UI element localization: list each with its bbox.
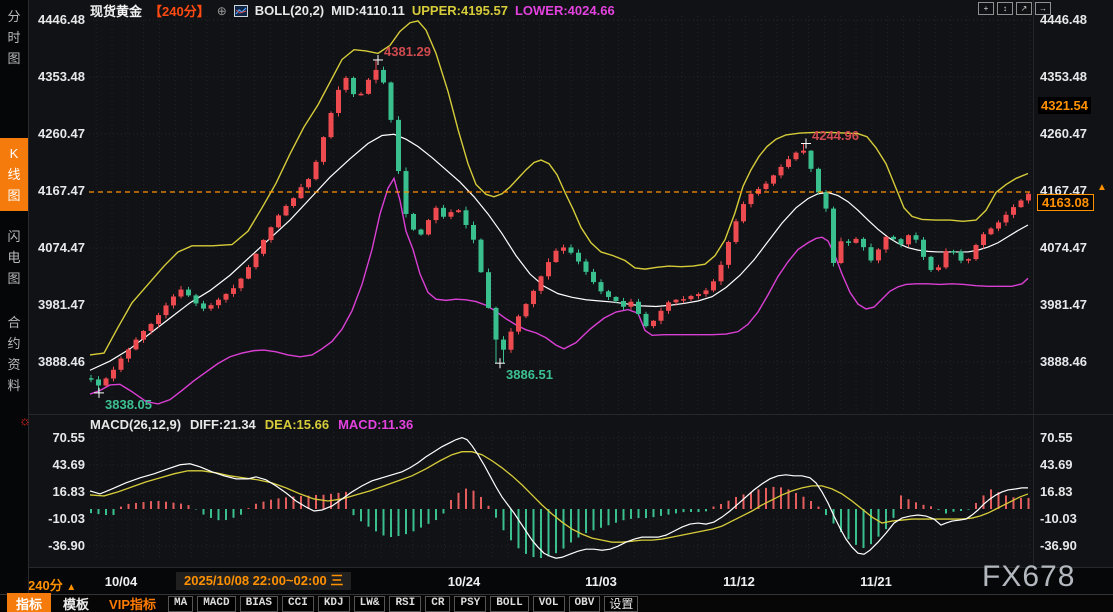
toolbar-item-设置[interactable]: 设置 xyxy=(604,595,639,612)
macd-title: MACD(26,12,9) xyxy=(90,417,182,432)
date-tick-label: 10/24 xyxy=(447,574,481,589)
price-axis-left-label: 4167.47 xyxy=(38,182,85,198)
toolbar-item-指标[interactable]: 指标 xyxy=(7,593,52,612)
price-axis-left-label: 3888.46 xyxy=(38,353,85,369)
boll-title: BOLL(20,2) xyxy=(254,3,325,18)
price-axis-right-label: 4446.48 xyxy=(1040,12,1087,27)
marked-price-tag: 4321.54 xyxy=(1038,97,1091,114)
period-label[interactable]: 【240分】 xyxy=(149,4,210,19)
macd-axis-right-label: -36.90 xyxy=(1040,538,1077,554)
fit-horizontal-axis-icon[interactable]: ↗ xyxy=(1016,2,1032,15)
chart-header: 现货黄金 【240分】 ⊕ BOLL(20,2) MID:4110.11 UPP… xyxy=(90,1,615,20)
date-tick-label: 10/04 xyxy=(104,574,138,589)
period-selector[interactable]: 240分 ▲ xyxy=(28,578,77,593)
macd-axis-left-label: -36.90 xyxy=(48,538,85,554)
toolbar-item-MACD[interactable]: MACD xyxy=(197,595,236,612)
macd-axis-left-label: -10.03 xyxy=(48,511,85,527)
price-axis-right-label: 4260.47 xyxy=(1040,125,1087,141)
price-annotation: 4244.96 xyxy=(812,127,859,143)
watermark: FX678 xyxy=(982,560,1076,593)
toolbar-item-PSY[interactable]: PSY xyxy=(454,595,487,612)
axis-divider xyxy=(0,567,1113,568)
macd-axis-left-label: 43.69 xyxy=(52,457,85,473)
toolbar-item-OBV[interactable]: OBV xyxy=(568,595,601,612)
price-axis-right-label: 4353.48 xyxy=(1040,68,1087,84)
toolbar-item-LW&[interactable]: LW& xyxy=(353,595,386,612)
toolbar-item-RSI[interactable]: RSI xyxy=(389,595,422,612)
macd-axis-right-label: 16.83 xyxy=(1040,484,1073,500)
macd-diff-value: DIFF:21.34 xyxy=(190,417,256,432)
macd-axis-right-label: -10.03 xyxy=(1040,511,1077,527)
move-tool-icon[interactable]: + xyxy=(978,2,994,15)
price-axis-left-label: 4074.47 xyxy=(38,239,85,255)
date-axis: 240分 ▲ 2025/10/08 22:00~02:00 三 10/04 10/… xyxy=(0,568,1113,594)
toolbar-item-模板[interactable]: 模板 xyxy=(63,597,90,612)
add-indicator-icon[interactable]: ⊕ xyxy=(216,3,227,18)
toolbar-item-CCI[interactable]: CCI xyxy=(282,595,314,612)
bar-timestamp: 2025/10/08 22:00~02:00 三 xyxy=(176,572,352,590)
macd-axis-left-label: 70.55 xyxy=(52,430,85,446)
indicator-toolbar: 指标 模板 VIP指标 MA MACD BIAS CCI KDJ LW& RSI CR PSY BOLL… xyxy=(0,593,1113,612)
price-axis-left-label: 4260.47 xyxy=(38,125,85,141)
sidebar-item-1[interactable]: 分 时 图 xyxy=(7,9,21,66)
sidebar: 分 时 图 K 线 图闪 电 图合 约 资 料 xyxy=(0,0,29,594)
macd-axis-right-label: 43.69 xyxy=(1040,457,1073,473)
sidebar-item-2[interactable]: K 线 图 xyxy=(0,138,28,211)
toolbar-item-VOL[interactable]: VOL xyxy=(532,595,565,612)
price-axis-left-label: 3981.47 xyxy=(38,296,85,312)
toolbar-item-CR[interactable]: CR xyxy=(425,595,451,612)
pane-divider xyxy=(29,414,1113,415)
price-axis-right-label: 3888.46 xyxy=(1040,353,1087,369)
boll-upper-value: UPPER:4195.57 xyxy=(411,3,508,18)
price-axis-right-label: 4167.47 xyxy=(1040,182,1087,198)
sidebar-item-3[interactable]: 闪 电 图 xyxy=(7,229,21,286)
current-price-tag: 4163.08 xyxy=(1037,194,1094,211)
price-axis-left-label: 4446.48 xyxy=(38,12,85,27)
price-axis-right-label: 4074.47 xyxy=(1040,239,1087,255)
macd-axis-left-label: 16.83 xyxy=(52,484,85,500)
price-annotation: 3886.51 xyxy=(506,367,553,383)
macd-dea-value: DEA:15.66 xyxy=(264,417,330,432)
toolbar-item-KDJ[interactable]: KDJ xyxy=(317,595,350,612)
price-axis-left-label: 4353.48 xyxy=(38,68,85,84)
price-up-arrow-icon: ▲ xyxy=(1097,182,1107,193)
price-annotation: 4381.29 xyxy=(384,43,431,59)
indicator-chart-icon xyxy=(233,4,248,17)
price-axis-right-label: 3981.47 xyxy=(1040,296,1087,312)
date-tick-label: 11/03 xyxy=(585,574,617,589)
grid xyxy=(89,16,1031,558)
fit-vertical-axis-icon[interactable]: ↕ xyxy=(997,2,1013,15)
live-indicator-icon: ☼ xyxy=(19,413,31,428)
date-tick-label: 11/12 xyxy=(723,574,755,589)
plot-content xyxy=(89,20,1031,559)
macd-axis-right-label: 70.55 xyxy=(1040,430,1073,446)
toolbar-item-VIP指标[interactable]: VIP指标 xyxy=(109,597,156,612)
toolbar-item-BOLL[interactable]: BOLL xyxy=(490,595,529,612)
date-tick-label: 11/21 xyxy=(860,574,892,589)
right-axis-divider xyxy=(1033,0,1034,567)
pan-right-icon[interactable]: → xyxy=(1035,2,1051,15)
boll-lower-value: LOWER:4024.66 xyxy=(514,3,615,18)
chart-tool-icons: + ↕ ↗ → xyxy=(978,2,1051,15)
symbol-name: 现货黄金 xyxy=(90,4,143,19)
price-annotation: 3838.05 xyxy=(105,396,152,412)
toolbar-item-BIAS[interactable]: BIAS xyxy=(239,595,279,612)
boll-mid-value: MID:4110.11 xyxy=(331,3,405,18)
macd-macd-value: MACD:11.36 xyxy=(338,417,414,432)
toolbar-item-MA[interactable]: MA xyxy=(168,595,194,612)
sidebar-item-4[interactable]: 合 约 资 料 xyxy=(7,315,21,393)
period-arrow-icon: ▲ xyxy=(66,582,77,593)
macd-header: MACD(26,12,9) DIFF:21.34 DEA:15.66 MACD:… xyxy=(90,417,413,432)
